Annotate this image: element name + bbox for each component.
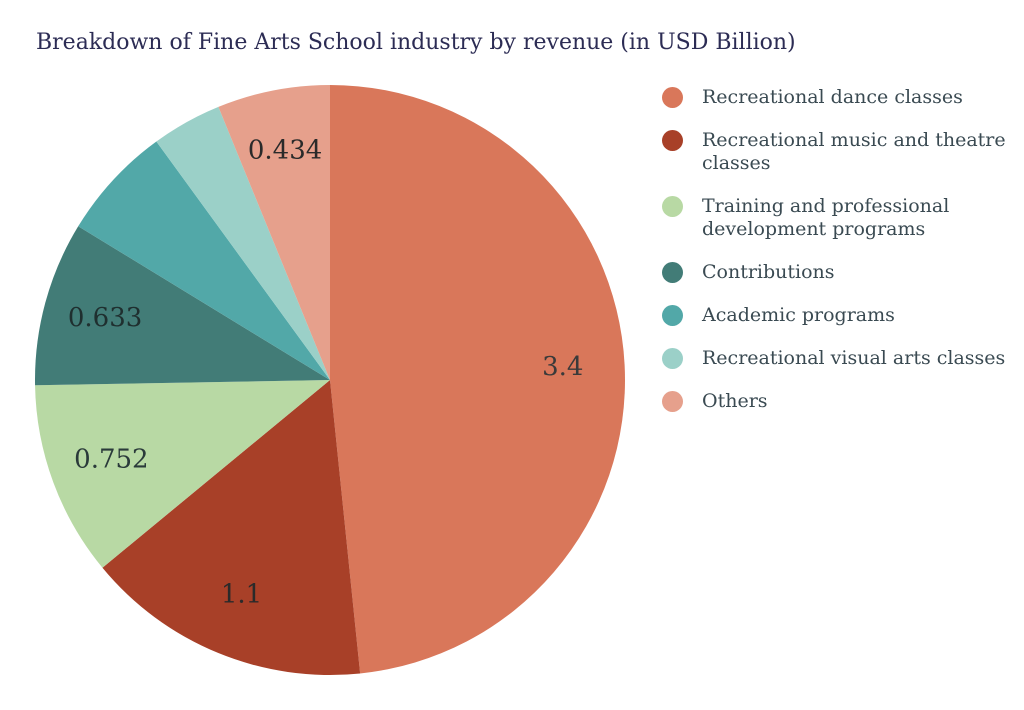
pie-slice-3 xyxy=(34,226,330,386)
legend-item[interactable]: Training and professional development pr… xyxy=(662,195,1012,241)
slice-value-label-0: 3.4 xyxy=(542,352,583,382)
pie-slice-2 xyxy=(35,380,331,568)
legend-label: Recreational dance classes xyxy=(702,86,963,108)
slice-value-label-6: 0.434 xyxy=(248,135,322,165)
legend-swatch-icon xyxy=(662,262,683,283)
legend-item[interactable]: Academic programs xyxy=(662,304,1012,327)
legend-label: Others xyxy=(702,390,768,412)
legend-swatch-icon xyxy=(662,196,683,217)
legend-swatch-icon xyxy=(662,348,683,369)
slice-value-label-3: 0.633 xyxy=(68,303,142,333)
pie-slice-1 xyxy=(102,380,361,675)
legend-item[interactable]: Recreational dance classes xyxy=(662,86,1012,109)
legend-swatch-icon xyxy=(662,305,683,326)
pie-chart: 3.4 1.1 0.752 0.633 0.434 xyxy=(34,85,625,675)
pie-slice-4 xyxy=(78,141,330,380)
legend-swatch-icon xyxy=(662,87,683,108)
pie-slice-6 xyxy=(218,85,330,380)
chart-title: Breakdown of Fine Arts School industry b… xyxy=(36,30,796,55)
legend-item[interactable]: Others xyxy=(662,390,1012,413)
legend: Recreational dance classes Recreational m… xyxy=(662,86,1012,433)
legend-label: Recreational visual arts classes xyxy=(702,347,1006,369)
slice-value-label-1: 1.1 xyxy=(221,580,262,610)
slice-value-label-2: 0.752 xyxy=(74,445,148,475)
legend-label: Academic programs xyxy=(702,304,895,326)
legend-item[interactable]: Recreational visual arts classes xyxy=(662,347,1012,370)
legend-item[interactable]: Contributions xyxy=(662,261,1012,284)
legend-item[interactable]: Recreational music and theatre classes xyxy=(662,129,1012,175)
legend-label: Training and professional development pr… xyxy=(702,195,950,240)
pie-slice-0 xyxy=(330,85,625,674)
legend-label: Contributions xyxy=(702,261,835,283)
pie-slice-5 xyxy=(156,106,330,380)
legend-swatch-icon xyxy=(662,391,683,412)
legend-swatch-icon xyxy=(662,130,683,151)
legend-label: Recreational music and theatre classes xyxy=(702,129,1006,174)
